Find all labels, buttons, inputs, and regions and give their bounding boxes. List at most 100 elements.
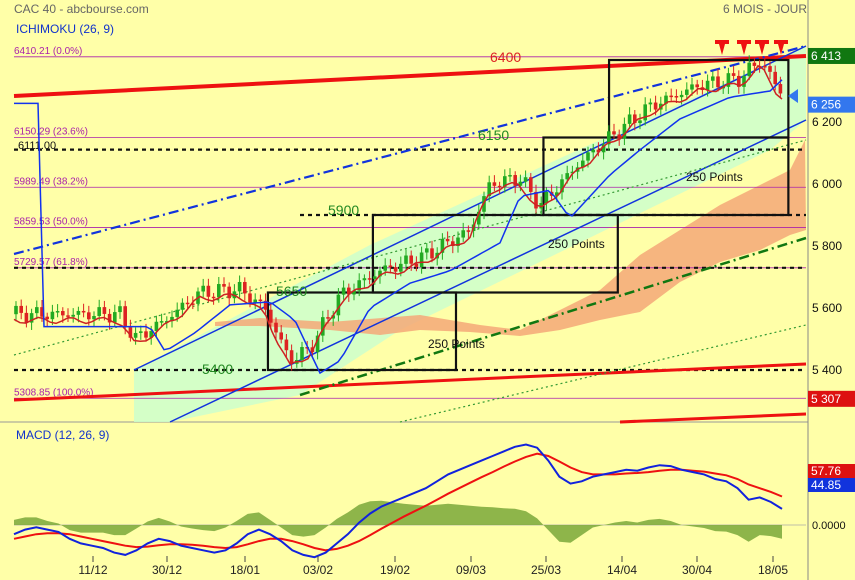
candle-body bbox=[40, 307, 44, 317]
candle-body bbox=[107, 313, 112, 323]
macd-histogram bbox=[14, 500, 782, 543]
candle-body bbox=[711, 76, 715, 81]
candle-body bbox=[341, 287, 346, 295]
range-box-label: 250 Points bbox=[548, 237, 605, 251]
ichimoku-label: ICHIMOKU (26, 9) bbox=[16, 22, 115, 36]
range-box-label: 250 Points bbox=[686, 170, 743, 184]
candle-body bbox=[752, 62, 757, 66]
candle-body bbox=[87, 312, 91, 320]
candle-body bbox=[466, 230, 471, 232]
support-trendline-lower bbox=[619, 412, 807, 424]
price-tag-label: 6 413 bbox=[811, 49, 841, 63]
green-dashdot-trendline bbox=[299, 236, 807, 397]
candle-body bbox=[440, 238, 445, 253]
candle-body bbox=[321, 317, 325, 336]
candle-body bbox=[773, 71, 777, 85]
candle-body bbox=[289, 350, 294, 364]
candle-body bbox=[534, 191, 538, 209]
candle-body bbox=[279, 332, 283, 340]
level-annotation: 5900 bbox=[328, 202, 359, 218]
fibonacci-label: 5859.53 (50.0%) bbox=[14, 217, 88, 228]
candle-body bbox=[737, 75, 741, 87]
candle-body bbox=[367, 278, 372, 280]
x-tick-label: 03/02 bbox=[303, 563, 333, 577]
candle-body bbox=[586, 152, 590, 161]
candle-body bbox=[690, 84, 694, 90]
candle-body bbox=[71, 314, 75, 317]
resistance-trendline bbox=[13, 54, 807, 98]
channel-upper-line bbox=[133, 45, 807, 371]
candle-body bbox=[154, 321, 159, 332]
candle-body bbox=[591, 149, 595, 153]
x-tick-label: 09/03 bbox=[456, 563, 486, 577]
macd-label: MACD (12, 26, 9) bbox=[16, 428, 110, 442]
tenkan-line bbox=[13, 64, 783, 365]
candle-body bbox=[315, 335, 320, 353]
candle-body bbox=[544, 191, 549, 204]
candle-body bbox=[425, 248, 429, 253]
candle-body bbox=[243, 281, 247, 294]
sell-arrow-icon bbox=[774, 40, 788, 55]
sell-arrow-icon bbox=[715, 40, 729, 55]
candle-body bbox=[622, 123, 627, 139]
x-tick-label: 19/02 bbox=[380, 563, 410, 577]
candle-body bbox=[113, 312, 117, 323]
price-tick-label: 6 000 bbox=[812, 177, 842, 191]
price-tick-label: 5 600 bbox=[812, 301, 842, 315]
candle-body bbox=[201, 285, 205, 292]
candle-body bbox=[404, 255, 408, 264]
candle-body bbox=[627, 114, 632, 124]
candle-body bbox=[55, 311, 60, 313]
macd-tag bbox=[808, 478, 855, 492]
candle-body bbox=[503, 176, 507, 187]
candle-body bbox=[170, 316, 174, 322]
candle-body bbox=[29, 313, 34, 323]
candle-body bbox=[185, 302, 190, 305]
x-tick-label: 30/12 bbox=[152, 563, 182, 577]
candle-body bbox=[61, 311, 65, 316]
candle-body bbox=[768, 66, 772, 72]
candle-body bbox=[237, 281, 242, 292]
candle-body bbox=[508, 175, 512, 177]
price-tick-label: 5 800 bbox=[812, 239, 842, 253]
candle-body bbox=[487, 182, 491, 197]
candle-body bbox=[222, 284, 226, 287]
price-tick-label: 6 200 bbox=[812, 115, 842, 129]
candle-body bbox=[284, 339, 289, 351]
candle-body bbox=[477, 211, 481, 225]
candle-body bbox=[399, 263, 403, 272]
candle-body bbox=[664, 95, 668, 104]
candle-body bbox=[118, 306, 122, 313]
candle-body bbox=[456, 237, 460, 247]
candle-body bbox=[373, 276, 377, 279]
candle-body bbox=[165, 321, 169, 323]
candle-body bbox=[669, 95, 673, 98]
x-tick-label: 25/03 bbox=[531, 563, 561, 577]
candle-body bbox=[742, 76, 746, 87]
candle-body bbox=[648, 102, 653, 105]
candle-body bbox=[388, 265, 393, 268]
price-tag bbox=[808, 390, 855, 407]
kijun-line bbox=[14, 79, 783, 375]
candle-body bbox=[326, 317, 330, 319]
candle-body bbox=[66, 315, 70, 317]
candle-body bbox=[24, 312, 29, 323]
candle-body bbox=[274, 322, 278, 333]
candle-body bbox=[19, 305, 23, 313]
level-annotation: 6111.00 bbox=[18, 140, 56, 152]
candle-body bbox=[133, 332, 138, 338]
macd-signal-line bbox=[13, 452, 783, 552]
candle-body bbox=[76, 310, 81, 315]
candle-body bbox=[633, 114, 637, 123]
candle-body bbox=[331, 315, 335, 319]
candle-body bbox=[581, 160, 585, 168]
candle-body bbox=[731, 73, 736, 76]
candle-body bbox=[419, 252, 424, 267]
candle-body bbox=[191, 303, 195, 305]
macd-line bbox=[13, 443, 783, 559]
candle-body bbox=[393, 267, 398, 272]
candle-body bbox=[211, 296, 216, 299]
candle-body bbox=[778, 84, 783, 94]
